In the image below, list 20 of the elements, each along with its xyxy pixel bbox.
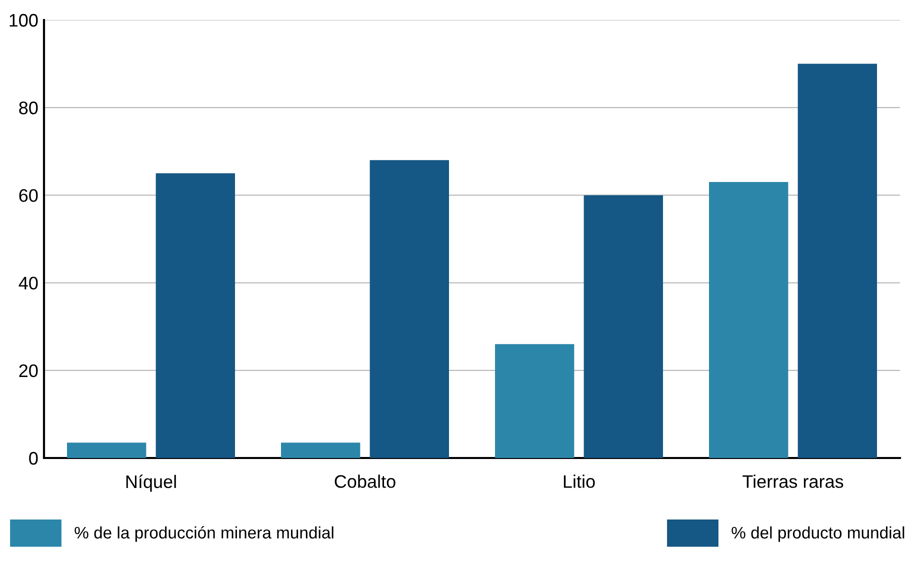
y-tick-label: 60	[19, 189, 38, 202]
bar	[709, 182, 788, 458]
bar	[156, 173, 235, 458]
bar	[281, 442, 360, 458]
x-tick-label: Cobalto	[334, 474, 396, 488]
x-tick-label: Tierras raras	[742, 474, 844, 488]
y-tick-label: 100	[10, 14, 38, 27]
legend-label: % del producto mundial	[732, 526, 904, 542]
y-tick-label: 20	[19, 364, 38, 378]
x-tick-label: Litio	[564, 474, 595, 488]
y-tick-label: 0	[29, 452, 38, 465]
bar	[495, 344, 574, 458]
bar	[67, 442, 146, 458]
y-tick-label: 40	[18, 276, 38, 290]
bar	[370, 160, 449, 458]
bar	[584, 195, 663, 458]
legend-label: % de la producción minera mundial	[74, 526, 334, 542]
bar	[798, 64, 877, 458]
y-tick-label: 80	[19, 102, 38, 114]
x-tick-label: Níquel	[126, 474, 176, 492]
